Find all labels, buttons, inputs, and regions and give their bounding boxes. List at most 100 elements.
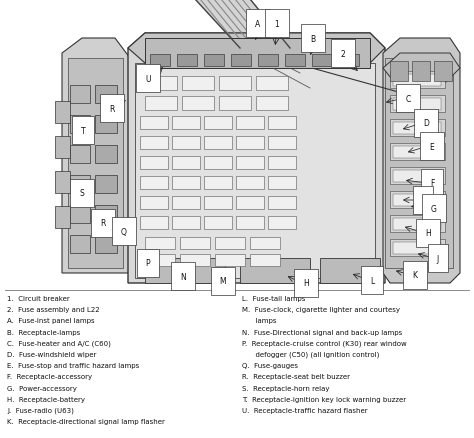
- Bar: [172, 216, 200, 230]
- Bar: [204, 137, 232, 150]
- Text: H: H: [425, 229, 431, 238]
- Bar: [172, 117, 200, 130]
- Text: A: A: [255, 19, 261, 28]
- Text: M.  Fuse-clock, cigarette lighter and courtesy: M. Fuse-clock, cigarette lighter and cou…: [242, 307, 400, 312]
- Bar: [390, 215, 445, 233]
- Text: 1: 1: [274, 19, 279, 28]
- Bar: [70, 205, 90, 223]
- Polygon shape: [128, 34, 385, 283]
- Text: U: U: [145, 74, 151, 83]
- Bar: [145, 77, 177, 91]
- Text: F.  Receptacle-accessory: F. Receptacle-accessory: [7, 374, 92, 380]
- Bar: [393, 171, 441, 183]
- Text: G.  Power-accessory: G. Power-accessory: [7, 385, 77, 391]
- Bar: [70, 86, 90, 104]
- Text: L.  Fuse-tail lamps: L. Fuse-tail lamps: [242, 295, 305, 301]
- Bar: [393, 123, 441, 135]
- Bar: [68, 59, 123, 268]
- Text: R.  Receptacle-seat belt buzzer: R. Receptacle-seat belt buzzer: [242, 374, 350, 380]
- Bar: [145, 237, 175, 249]
- Bar: [236, 117, 264, 130]
- Text: Q.  Fuse-gauges: Q. Fuse-gauges: [242, 362, 298, 368]
- Bar: [268, 197, 296, 209]
- Bar: [390, 144, 445, 161]
- Bar: [390, 191, 445, 208]
- Bar: [393, 194, 441, 207]
- Bar: [204, 216, 232, 230]
- Text: C: C: [405, 94, 410, 103]
- Bar: [204, 157, 232, 170]
- Bar: [250, 254, 280, 266]
- Bar: [268, 117, 296, 130]
- Bar: [172, 177, 200, 190]
- Text: Q: Q: [121, 227, 127, 236]
- Bar: [219, 97, 251, 111]
- Bar: [95, 146, 117, 164]
- Bar: [240, 258, 310, 283]
- Bar: [150, 55, 170, 67]
- Polygon shape: [383, 54, 460, 84]
- Text: G: G: [431, 204, 437, 213]
- Bar: [268, 177, 296, 190]
- Text: J.  Fuse-radio (U63): J. Fuse-radio (U63): [7, 407, 74, 413]
- Text: N: N: [180, 272, 186, 281]
- Text: H.  Receptacle-battery: H. Receptacle-battery: [7, 396, 85, 402]
- Bar: [172, 137, 200, 150]
- Text: B: B: [310, 35, 316, 43]
- Bar: [285, 55, 305, 67]
- Bar: [145, 39, 370, 69]
- Bar: [55, 207, 70, 229]
- Bar: [95, 205, 117, 223]
- Bar: [204, 197, 232, 209]
- Bar: [182, 77, 214, 91]
- Text: 2: 2: [341, 49, 346, 58]
- Bar: [268, 216, 296, 230]
- Bar: [140, 117, 168, 130]
- Text: P: P: [146, 259, 150, 268]
- Bar: [135, 64, 375, 279]
- Bar: [390, 72, 445, 89]
- Bar: [204, 177, 232, 190]
- Bar: [140, 216, 168, 230]
- Bar: [236, 216, 264, 230]
- Bar: [312, 55, 332, 67]
- Bar: [268, 157, 296, 170]
- Bar: [70, 116, 90, 134]
- Bar: [177, 55, 197, 67]
- Text: D.  Fuse-windshield wiper: D. Fuse-windshield wiper: [7, 351, 96, 357]
- Bar: [250, 237, 280, 249]
- Text: L: L: [370, 276, 374, 285]
- Bar: [55, 172, 70, 194]
- Text: 1.  Circuit breaker: 1. Circuit breaker: [7, 295, 70, 301]
- Text: S.  Receptacle-horn relay: S. Receptacle-horn relay: [242, 385, 329, 391]
- Bar: [390, 62, 408, 82]
- Bar: [393, 147, 441, 159]
- Text: P.  Receptacle-cruise control (K30) rear window: P. Receptacle-cruise control (K30) rear …: [242, 340, 407, 346]
- Bar: [70, 176, 90, 194]
- Bar: [393, 243, 441, 254]
- Bar: [219, 77, 251, 91]
- Bar: [390, 96, 445, 113]
- Bar: [236, 177, 264, 190]
- Bar: [393, 99, 441, 111]
- Polygon shape: [195, 0, 290, 49]
- Bar: [182, 97, 214, 111]
- Bar: [256, 77, 288, 91]
- Bar: [145, 258, 225, 283]
- Polygon shape: [383, 39, 460, 283]
- Text: R: R: [100, 219, 106, 228]
- Text: K.  Receptacle-directional signal lamp flasher: K. Receptacle-directional signal lamp fl…: [7, 418, 165, 424]
- Bar: [70, 236, 90, 254]
- Bar: [236, 137, 264, 150]
- Bar: [215, 254, 245, 266]
- Text: N.  Fuse-Directional signal and back-up lamps: N. Fuse-Directional signal and back-up l…: [242, 329, 402, 335]
- Text: U.  Receptacle-traffic hazard flasher: U. Receptacle-traffic hazard flasher: [242, 407, 368, 413]
- Bar: [140, 197, 168, 209]
- Bar: [236, 197, 264, 209]
- Text: B.  Receptacle-lamps: B. Receptacle-lamps: [7, 329, 80, 335]
- Bar: [172, 157, 200, 170]
- Bar: [339, 55, 359, 67]
- Text: E: E: [429, 142, 434, 151]
- Text: M: M: [219, 277, 226, 286]
- Bar: [390, 120, 445, 137]
